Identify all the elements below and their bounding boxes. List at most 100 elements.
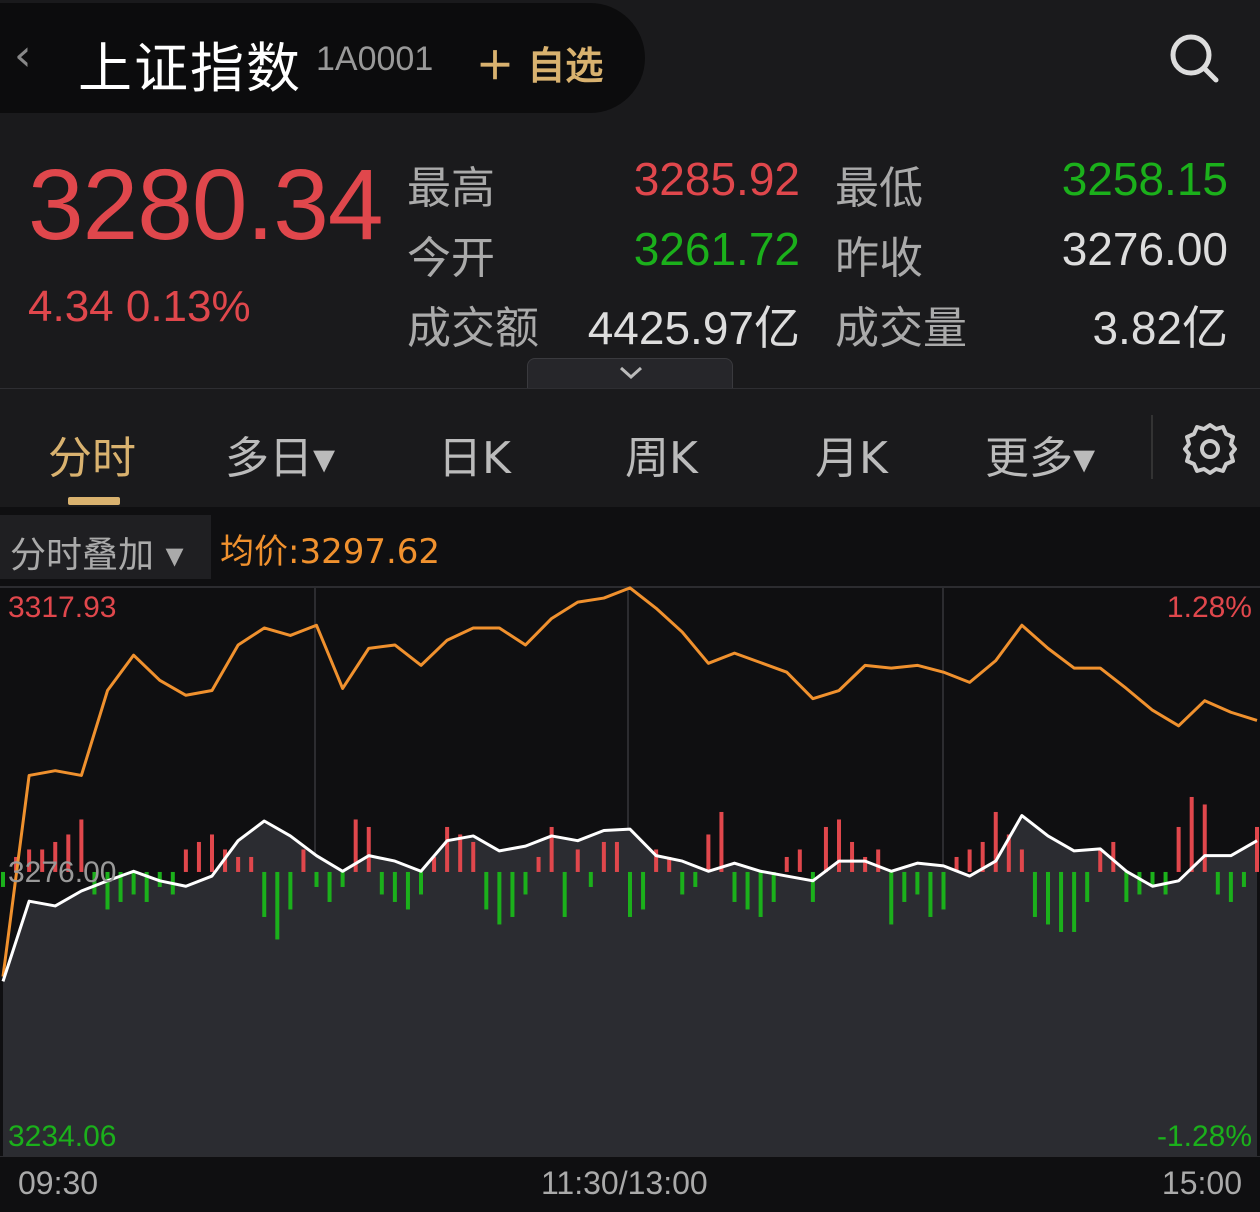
volume-bar-down: [131, 871, 136, 895]
volume-bar-up: [183, 849, 188, 872]
volume-bar-up: [797, 849, 802, 872]
chevron-left-icon[interactable]: ‹: [14, 30, 32, 81]
volume-bar-up: [1111, 841, 1116, 872]
volume-bar-up: [614, 841, 619, 872]
tab-more[interactable]: 更多▾: [985, 433, 1096, 484]
volume-bar-up: [1098, 849, 1103, 872]
volume-bar-up: [1202, 804, 1207, 872]
volume-bar-down: [810, 871, 815, 902]
volume-bar-down: [497, 871, 502, 925]
volume-bar-down: [915, 871, 920, 895]
volume-bar-up: [536, 856, 541, 872]
y-axis-top-pct: 1.28%: [1166, 591, 1252, 624]
tab-multi-day[interactable]: 多日▾: [225, 433, 336, 484]
volume-bar-down: [693, 871, 698, 887]
volume-bar-down: [588, 871, 593, 887]
volume-bar-up: [575, 849, 580, 872]
volume-bar-down: [1, 871, 5, 887]
volume-bar-down: [1241, 871, 1246, 887]
prev-close-label: 昨收: [835, 233, 923, 284]
volume-bar-up: [366, 826, 371, 872]
x-tick-midday: 11:30/13:00: [541, 1165, 708, 1201]
tab-intraday[interactable]: 分时: [48, 433, 136, 484]
volume-bar-up: [967, 849, 972, 872]
volume-bar-up: [1006, 834, 1011, 872]
high-label: 最高: [407, 163, 495, 214]
volume-bar-down: [405, 871, 410, 910]
volume-value: 3.82亿: [1092, 302, 1228, 354]
volume-bar-down: [510, 871, 515, 917]
volume-bar-up: [353, 819, 358, 872]
volume-bar-down: [144, 871, 149, 902]
volume-bar-down: [1124, 871, 1129, 902]
volume-bar-up: [850, 841, 855, 872]
current-price: 3280.34: [28, 149, 383, 261]
volume-bar-up: [784, 856, 789, 872]
volume-bar-down: [562, 871, 567, 917]
volume-bar-down: [732, 871, 737, 902]
open-label: 今开: [407, 233, 495, 284]
volume-bar-down: [1085, 871, 1090, 902]
open-value: 3261.72: [633, 223, 800, 275]
volume-bar-down: [1072, 871, 1077, 932]
volume-bar-up: [79, 819, 84, 872]
volume-bar-down: [118, 871, 123, 902]
x-tick-open: 09:30: [18, 1165, 99, 1201]
volume-bar-down: [680, 871, 685, 895]
volume-bar-up: [876, 849, 881, 872]
volume-bar-down: [288, 871, 293, 910]
volume-bar-down: [628, 871, 632, 917]
volume-bar-up: [706, 834, 711, 872]
overlay-dropdown-label[interactable]: 分时叠加 ▾: [10, 535, 184, 576]
white-overlay-line: [1, 814, 1258, 982]
volume-bar-up: [1189, 796, 1194, 872]
volume-bar-down: [1046, 871, 1050, 925]
volume-bar-up: [654, 849, 659, 872]
volume-bar-up: [40, 849, 45, 872]
volume-bar-up: [1019, 849, 1024, 872]
white-line-area: [3, 815, 1257, 1157]
volume-bar-down: [941, 871, 946, 910]
volume-bar-down: [1059, 871, 1064, 932]
volume-bar-up: [471, 841, 476, 872]
low-label: 最低: [835, 163, 923, 214]
high-value: 3285.92: [633, 153, 800, 205]
expand-quote-button[interactable]: [527, 358, 733, 388]
volume-bar-up: [249, 856, 254, 872]
divider: [0, 388, 1260, 389]
volume-bar-down: [92, 871, 97, 895]
volume-bar-down: [105, 871, 110, 910]
overlay-dropdown[interactable]: [0, 515, 211, 579]
low-value: 3258.15: [1061, 153, 1228, 205]
tab-daily-k[interactable]: 日K: [438, 433, 511, 484]
volume-bar-up: [1176, 826, 1181, 872]
y-axis-mid-label: 3276.00: [8, 856, 117, 889]
volume-bar-up: [445, 826, 450, 872]
volume-bar-down: [484, 871, 489, 910]
volume-bar-down: [928, 871, 933, 917]
volume-bar-down: [392, 871, 397, 902]
tab-weekly-k[interactable]: 周K: [625, 433, 698, 484]
volume-bar-down: [275, 871, 280, 940]
tab-monthly-k[interactable]: 月K: [815, 433, 888, 484]
gear-icon[interactable]: [1182, 421, 1238, 477]
y-axis-bottom-label: 3234.06: [8, 1120, 117, 1153]
header-bar: [0, 3, 645, 113]
chevron-down-icon: [619, 366, 643, 380]
volume-bar-down: [1032, 871, 1037, 917]
volume-bar-down: [340, 871, 345, 887]
add-watchlist-button[interactable]: ＋ 自选: [476, 44, 604, 88]
volume-bar-up: [980, 841, 985, 872]
search-icon[interactable]: [1168, 32, 1220, 84]
volume-bar-up: [53, 841, 58, 872]
volume-bar-down: [262, 871, 267, 917]
turnover-label: 成交额: [407, 303, 539, 354]
volume-bar-down: [1228, 871, 1233, 902]
volume-bar-up: [196, 841, 201, 872]
intraday-chart[interactable]: [0, 585, 1260, 1157]
volume-bar-up: [993, 811, 998, 872]
volume-bar-up: [823, 826, 828, 872]
y-axis-bottom-pct: -1.28%: [1156, 1120, 1252, 1153]
volume-bar-down: [523, 871, 528, 895]
volume-bar-down: [771, 871, 776, 902]
